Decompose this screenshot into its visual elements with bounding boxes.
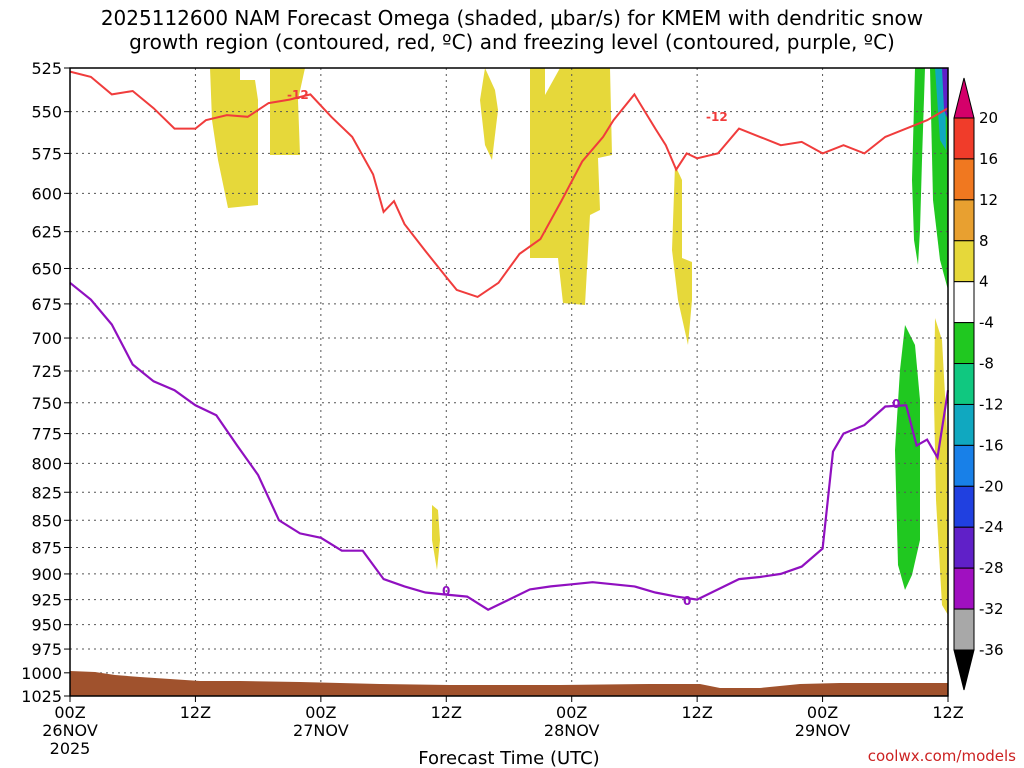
dgz-contour-line	[69, 70, 949, 299]
y-tick-label: 875	[31, 538, 62, 557]
y-tick-label: 725	[31, 362, 62, 381]
omega-patch	[934, 318, 948, 615]
y-tick-label: 800	[31, 454, 62, 473]
colorbar-box	[953, 117, 975, 160]
ground-terrain	[70, 671, 948, 696]
y-tick-label: 1000	[21, 664, 62, 683]
y-tick-label: 625	[31, 223, 62, 242]
colorbar-label: 16	[979, 150, 998, 168]
page-title: 2025112600 NAM Forecast Omega (shaded, μ…	[0, 6, 1024, 54]
omega-patch	[912, 68, 925, 265]
y-tick-label: 675	[31, 295, 62, 314]
x-tick-label: 12Z	[180, 703, 211, 722]
y-tick-label: 1025	[21, 687, 62, 706]
colorbar-box	[953, 240, 975, 283]
x-tick-label: 00Z	[807, 703, 838, 722]
y-tick-label: 950	[31, 616, 62, 635]
y-tick-label: 925	[31, 591, 62, 610]
x-tick-label: 00Z	[305, 703, 336, 722]
dgz-contour-label: -12	[287, 88, 309, 102]
y-axis-ticks: 525 550 575 600 625 650 675 700 725 750 775 800 825 8…	[21, 59, 70, 706]
colorbar-label: -36	[979, 641, 1004, 659]
colorbar-box	[953, 526, 975, 569]
colorbar-label: -16	[979, 436, 1004, 454]
colorbar-label: -12	[979, 395, 1004, 413]
y-tick-label: 775	[31, 425, 62, 444]
credit-text: coolwx.com/models	[868, 747, 1016, 765]
omega-patch	[210, 68, 258, 208]
freezing-contour-label: 0	[442, 584, 450, 598]
freezing-contour-label: 0	[683, 594, 691, 608]
colorbar-box	[953, 485, 975, 528]
title-line-1: 2025112600 NAM Forecast Omega (shaded, μ…	[100, 6, 924, 30]
y-tick-label: 900	[31, 565, 62, 584]
y-tick-label: 550	[31, 103, 62, 122]
x-tick-label: 12Z	[431, 703, 462, 722]
colorbar-label: 8	[979, 232, 989, 250]
freezing-contour-label: 0	[892, 397, 900, 411]
x-tick-year: 2025	[50, 739, 91, 758]
y-tick-label: 525	[31, 59, 62, 78]
colorbar-box	[953, 403, 975, 446]
omega-patch	[530, 68, 612, 305]
y-tick-label: 850	[31, 511, 62, 530]
freezing-level-line	[69, 281, 950, 611]
omega-shading	[210, 68, 948, 615]
y-tick-label: 975	[31, 640, 62, 659]
colorbar-label: -20	[979, 477, 1004, 495]
colorbar-label: -28	[979, 559, 1004, 577]
colorbar-bottom-triangle	[953, 649, 975, 691]
y-tick-label: 600	[31, 184, 62, 203]
omega-patch	[895, 325, 920, 590]
x-tick-label: 00Z	[556, 703, 587, 722]
colorbar-label: -24	[979, 518, 1004, 536]
omega-patch	[672, 165, 692, 345]
colorbar-box	[953, 199, 975, 242]
colorbar-label: 20	[979, 109, 998, 127]
x-tick-date: 28NOV	[544, 721, 600, 740]
colorbar-box	[953, 322, 975, 365]
colorbar-box	[953, 608, 975, 651]
omega-colorbar: 20 16 12 8 4 -4 -8 -12 -16 -20 -24 -28 -32 -36	[953, 77, 1004, 691]
plot-frame	[69, 67, 949, 697]
x-tick-label: 12Z	[681, 703, 712, 722]
x-tick-date: 26NOV	[42, 721, 98, 740]
x-tick-date: 27NOV	[293, 721, 349, 740]
colorbar-top-triangle	[953, 77, 975, 119]
grid	[69, 67, 949, 697]
dgz-contour-label: -12	[706, 110, 728, 124]
colorbar-label: -32	[979, 600, 1004, 618]
y-tick-label: 825	[31, 483, 62, 502]
y-tick-label: 700	[31, 329, 62, 348]
colorbar-label: -8	[979, 355, 994, 373]
x-tick-label: 00Z	[54, 703, 85, 722]
colorbar-box	[953, 281, 975, 324]
omega-patch	[942, 68, 948, 120]
y-tick-label: 575	[31, 144, 62, 163]
y-tick-label: 750	[31, 394, 62, 413]
x-tick-date: 29NOV	[795, 721, 851, 740]
colorbar-label: 12	[979, 191, 998, 209]
x-axis-title: Forecast Time (UTC)	[418, 748, 599, 768]
colorbar-box	[953, 444, 975, 487]
omega-patch	[432, 505, 440, 570]
colorbar-label: 4	[979, 273, 989, 291]
title-line-2: growth region (contoured, red, ºC) and f…	[129, 30, 895, 54]
y-tick-label: 650	[31, 259, 62, 278]
x-tick-label: 12Z	[932, 703, 963, 722]
colorbar-box	[953, 158, 975, 201]
colorbar-box	[953, 363, 975, 405]
colorbar-box	[953, 567, 975, 610]
colorbar-label: -4	[979, 314, 994, 332]
omega-patch	[480, 68, 498, 160]
